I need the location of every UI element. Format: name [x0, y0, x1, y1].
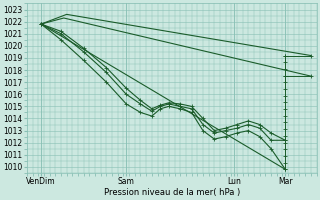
X-axis label: Pression niveau de la mer( hPa ): Pression niveau de la mer( hPa )	[104, 188, 240, 197]
